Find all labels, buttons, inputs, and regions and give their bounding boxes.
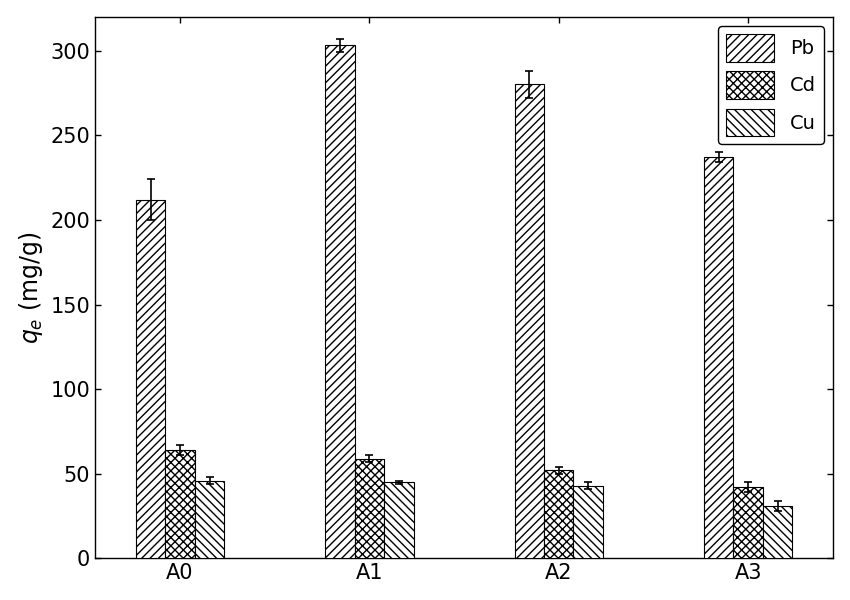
Legend: Pb, Cd, Cu: Pb, Cd, Cu [718,26,824,144]
Bar [136,200,165,559]
Bar [326,46,354,559]
Bar [574,485,603,559]
Bar [354,458,384,559]
Bar [762,506,792,559]
Bar [704,157,734,559]
Bar [384,482,414,559]
Bar [514,85,544,559]
Bar [195,481,224,559]
Bar [734,487,762,559]
Y-axis label: $q_e$ (mg/g): $q_e$ (mg/g) [17,231,45,344]
Bar [165,450,195,559]
Bar [544,470,574,559]
